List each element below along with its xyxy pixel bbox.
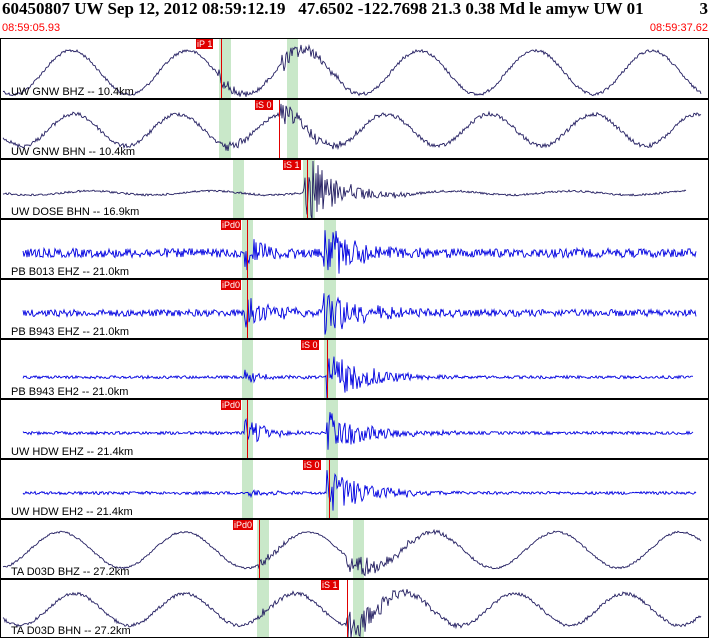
channel-label: TA D03D BHN -- 27.2km: [11, 625, 131, 637]
pick-marker-line: [247, 400, 248, 458]
time-window-band: [353, 580, 364, 637]
trace-panel[interactable]: iPd0 TA D03D BHZ -- 27.2km: [0, 519, 709, 579]
pick-marker-line: [259, 520, 260, 578]
seismogram-trace: [22, 293, 697, 335]
time-window-band: [287, 39, 298, 98]
phase-pick-flag[interactable]: iPd0: [221, 280, 242, 290]
seismogram-trace: [22, 230, 697, 274]
seismogram-trace: [22, 470, 697, 511]
channel-label: UW GNW BHZ -- 10.4km: [11, 86, 134, 98]
waveform-path: [22, 230, 697, 274]
seismogram-trace: [22, 356, 694, 398]
phase-pick-flag[interactable]: iS 1: [321, 580, 339, 590]
channel-label: PB B013 EHZ -- 21.0km: [11, 266, 129, 278]
pick-marker-line: [307, 160, 308, 218]
event-summary: 60450807 UW Sep 12, 2012 08:59:12.19 47.…: [2, 0, 644, 18]
window-start-time: 08:59:05.93: [2, 22, 61, 34]
time-window-band: [257, 580, 269, 637]
pick-marker-line: [221, 39, 222, 98]
trace-panel[interactable]: iPd0 PB B013 EHZ -- 21.0km: [0, 219, 709, 279]
pick-marker-line: [247, 220, 248, 278]
time-window-band: [233, 160, 244, 218]
seismogram-trace: [2, 160, 687, 218]
channel-label: PB B943 EH2 -- 21.0km: [11, 386, 129, 398]
event-header: 60450807 UW Sep 12, 2012 08:59:12.19 47.…: [0, 0, 710, 38]
waveform-path: [2, 528, 702, 577]
seismogram-trace: [2, 44, 702, 97]
pick-marker-line: [329, 460, 330, 518]
trace-panels: iP 1 UW GNW BHZ -- 10.4km iS 0 UW GNW BH…: [0, 38, 710, 638]
waveform-path: [2, 103, 702, 151]
seismogram-trace: [2, 528, 702, 577]
trace-panel[interactable]: iS 1 UW DOSE BHN -- 16.9km: [0, 159, 709, 219]
time-window-band: [242, 460, 253, 518]
pick-marker-line: [347, 580, 348, 637]
pick-marker-line: [279, 100, 280, 158]
phase-pick-flag[interactable]: iPd0: [221, 220, 242, 230]
trace-panel[interactable]: iS 0 UW HDW EH2 -- 21.4km: [0, 459, 709, 519]
phase-pick-flag[interactable]: iS 0: [255, 100, 273, 110]
channel-label: UW DOSE BHN -- 16.9km: [11, 206, 140, 218]
phase-pick-flag[interactable]: iPd0: [221, 400, 242, 410]
trace-panel[interactable]: iP 1 UW GNW BHZ -- 10.4km: [0, 38, 709, 99]
seismogram-trace: [22, 412, 694, 450]
time-window-band: [353, 520, 364, 578]
phase-pick-flag[interactable]: iS 0: [301, 340, 319, 350]
seismogram-trace: [2, 588, 702, 637]
phase-pick-flag[interactable]: iS 0: [303, 460, 321, 470]
seismogram-trace: [2, 103, 702, 151]
trace-panel[interactable]: iS 0 PB B943 EH2 -- 21.0km: [0, 339, 709, 399]
channel-label: UW HDW EH2 -- 21.4km: [11, 506, 133, 518]
pick-marker-line: [327, 340, 328, 398]
waveform-path: [22, 356, 694, 398]
phase-pick-flag[interactable]: iPd0: [233, 520, 254, 530]
waveform-path: [22, 293, 697, 335]
phase-pick-flag[interactable]: iS 1: [283, 160, 301, 170]
time-window-band: [242, 340, 253, 398]
window-end-time: 08:59:37.62: [649, 22, 708, 34]
trace-panel[interactable]: iPd0 UW HDW EHZ -- 21.4km: [0, 399, 709, 459]
event-count: 3: [699, 0, 709, 18]
waveform-path: [2, 160, 687, 218]
time-window-band: [326, 400, 338, 458]
time-window-band: [287, 100, 298, 158]
trace-panel[interactable]: iS 1 TA D03D BHN -- 27.2km: [0, 579, 709, 638]
pick-marker-line: [247, 280, 248, 338]
channel-label: UW GNW BHN -- 10.4km: [11, 146, 136, 158]
channel-label: PB B943 EHZ -- 21.0km: [11, 326, 129, 338]
waveform-path: [22, 412, 694, 450]
channel-label: UW HDW EHZ -- 21.4km: [11, 446, 134, 458]
waveform-path: [2, 44, 702, 97]
waveform-path: [2, 588, 702, 637]
waveform-path: [22, 470, 697, 511]
phase-pick-flag[interactable]: iP 1: [196, 39, 214, 49]
channel-label: TA D03D BHZ -- 27.2km: [11, 566, 130, 578]
trace-panel[interactable]: iS 0 UW GNW BHN -- 10.4km: [0, 99, 709, 159]
trace-panel[interactable]: iPd0 PB B943 EHZ -- 21.0km: [0, 279, 709, 339]
